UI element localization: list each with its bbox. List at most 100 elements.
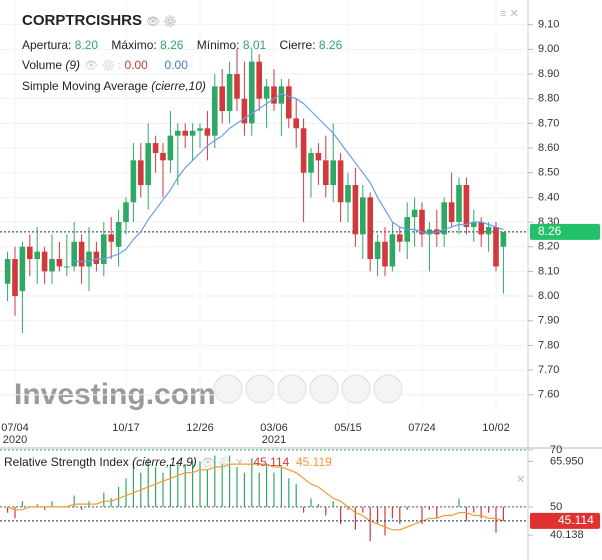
rsi-bar: [169, 464, 171, 507]
x-year-label: 2020: [3, 434, 27, 446]
candle-body: [286, 86, 292, 119]
x-tick-label: 05/15: [334, 422, 362, 434]
icons[interactable]: 👁 ⚙: [146, 16, 178, 28]
x-tick-label: 10/02: [482, 422, 510, 434]
volume-value: 0.00: [124, 58, 148, 72]
candle-body: [241, 98, 248, 124]
candle-body: [330, 160, 336, 186]
y-tick-label: 8.50: [538, 167, 559, 179]
menu-icon[interactable]: ≡ ✕: [500, 8, 519, 20]
candle-body: [182, 130, 188, 136]
candle-body: [204, 128, 211, 136]
rsi-bar: [317, 504, 319, 507]
rsi-bar: [303, 506, 305, 513]
candle-body: [138, 160, 144, 186]
candle-body: [160, 152, 166, 161]
rsi-bar: [132, 461, 134, 507]
rsi-value: 45.114: [253, 455, 290, 469]
candle-body: [300, 128, 307, 173]
candle-body: [256, 61, 262, 99]
candle-body: [323, 160, 329, 186]
nav-button[interactable]: [277, 374, 307, 404]
candle-body: [367, 197, 373, 260]
rsi-name: Relative Strength Index: [4, 455, 129, 469]
icons[interactable]: 👁 ⚙ ✕ :: [200, 457, 251, 469]
rsi-bar: [258, 472, 260, 507]
nav-button[interactable]: [341, 374, 371, 404]
candle-body: [426, 229, 433, 235]
candle-body: [212, 86, 218, 136]
rsi-bar: [110, 498, 112, 507]
price-badge-label: 8.26: [538, 224, 562, 238]
candle-body: [189, 130, 196, 136]
nav-button[interactable]: [213, 374, 243, 404]
rsi-bar: [51, 501, 53, 507]
volume-value: 0.00: [164, 58, 188, 72]
ohlc-label: Cierre:: [279, 38, 316, 52]
rsi-bar: [465, 506, 467, 522]
rsi-bar: [488, 506, 490, 513]
candle-body: [500, 231, 507, 247]
volume-name: Volume: [22, 58, 63, 72]
header-title: CORPTRCISHRS 👁 ⚙: [22, 12, 177, 29]
rsi-bar: [81, 506, 83, 510]
candle-body: [271, 86, 277, 104]
rsi-bar: [73, 495, 75, 507]
candle-body: [315, 152, 322, 161]
candle-body: [441, 202, 447, 235]
nav-button[interactable]: [373, 374, 403, 404]
rsi-bar: [347, 506, 349, 510]
rsi-bar: [295, 484, 297, 507]
rsi-signal-line: [7, 463, 504, 531]
y-tick-label: 7.60: [538, 389, 559, 401]
rsi-bar: [310, 498, 312, 507]
candle-body: [49, 259, 55, 272]
ohlc-value: 8.26: [318, 38, 343, 52]
rsi-bar: [155, 466, 157, 507]
rsi-bar: [206, 469, 208, 507]
candle-body: [411, 209, 418, 218]
candle-body: [64, 266, 70, 268]
rsi-bar: [428, 506, 430, 510]
nav-button[interactable]: [245, 374, 275, 404]
candle-body: [167, 135, 174, 161]
nav-button[interactable]: [309, 374, 339, 404]
price-badge: [530, 223, 600, 240]
rsi-bar: [251, 458, 253, 507]
ohlc-row: Apertura: 8.20 Máximo: 8.26 Mínimo: 8.01…: [22, 38, 356, 52]
rsi-bar: [199, 461, 201, 507]
rsi-signal-value: 45.119: [295, 455, 332, 469]
icons[interactable]: 👁 ⚙ :: [84, 60, 122, 72]
rsi-tick-label: 50: [550, 501, 562, 513]
candle-body: [101, 234, 107, 264]
rsi-bar: [436, 506, 438, 519]
candle-body: [478, 222, 484, 235]
candle-body: [108, 234, 114, 242]
rsi-bar: [495, 506, 497, 533]
candle-body: [249, 61, 255, 124]
y-tick-label: 9.10: [538, 19, 559, 31]
candle-body: [374, 241, 381, 260]
candle-body: [197, 128, 203, 131]
ohlc-value: 8.20: [74, 38, 99, 52]
close-icon[interactable]: ✕: [516, 474, 525, 486]
candle-body: [448, 202, 455, 223]
sma-row: Simple Moving Average (cierre,10): [22, 79, 206, 93]
ohlc-label: Mínimo:: [196, 38, 240, 52]
volume-row: Volume (9) 👁 ⚙ : 0.00 0.00: [22, 58, 188, 72]
rsi-bar: [325, 506, 327, 516]
candle-body: [463, 185, 470, 227]
y-tick-label: 8.60: [538, 142, 559, 154]
rsi-bar: [95, 506, 97, 508]
candle-body: [352, 185, 359, 235]
x-year-label: 2021: [262, 434, 286, 446]
rsi-bar: [458, 498, 460, 507]
y-tick-label: 7.90: [538, 315, 559, 327]
rsi-bar: [229, 455, 231, 507]
rsi-bar: [266, 464, 268, 507]
rsi-bar: [14, 506, 16, 519]
candle-body: [12, 259, 18, 297]
y-tick-label: 8.20: [538, 241, 559, 253]
